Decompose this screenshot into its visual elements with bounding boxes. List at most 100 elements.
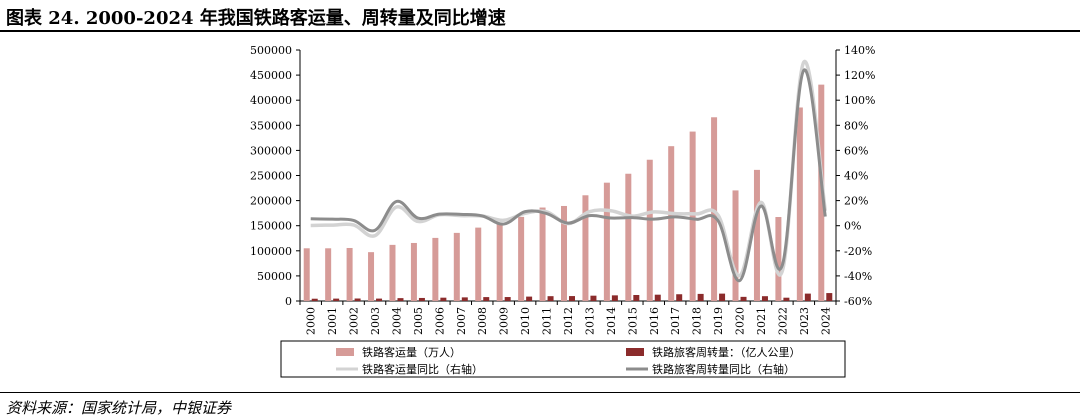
bar-passengers (796, 107, 803, 301)
legend-box (280, 340, 846, 378)
x-tick-label: 2006 (433, 307, 446, 335)
bar-passengers (410, 242, 417, 301)
bar-passengers (732, 190, 739, 301)
bar-passengers (346, 247, 353, 301)
legend-label: 铁路客运量（万人） (362, 345, 461, 359)
x-tick-label: 2015 (626, 307, 639, 335)
bar-passengers (389, 244, 396, 301)
x-tick-label: 2023 (798, 307, 811, 335)
x-tick-label: 2021 (755, 307, 768, 335)
source-note: 资料来源：国家统计局，中银证券 (6, 399, 232, 417)
bar-passengers (646, 159, 653, 301)
left-tick-label: 0 (285, 295, 292, 308)
left-tick-label: 250000 (250, 170, 292, 183)
right-tick-label: -40% (844, 270, 872, 283)
x-tick-label: 2009 (498, 307, 511, 335)
x-tick-label: 2008 (476, 307, 489, 335)
legend-swatch (336, 348, 354, 356)
bar-turnover (676, 294, 683, 301)
left-tick-label: 150000 (250, 220, 292, 233)
bar-turnover (740, 296, 747, 301)
x-tick-label: 2020 (734, 307, 747, 335)
legend-label: 铁路旅客周转量：（亿人公里） (652, 345, 801, 359)
figure-title: 图表 24. 2000-2024 年我国铁路客运量、周转量及同比增速 (6, 8, 506, 29)
x-tick-label: 2016 (648, 307, 661, 335)
bar-turnover (569, 296, 575, 301)
bar-passengers (496, 224, 503, 301)
chart: 0 50000 100000 150000 200000 250000 300000 3500… (250, 44, 875, 378)
x-tick-label: 2019 (712, 307, 725, 335)
bar-passengers (432, 237, 439, 301)
legend-label: 铁路旅客周转量同比（右轴） (652, 362, 795, 376)
x-tick-label: 2004 (390, 307, 403, 335)
x-tick-label: 2010 (519, 307, 532, 335)
x-tick-label: 2012 (562, 307, 575, 335)
line-passengers-yoy (310, 60, 828, 278)
right-tick-label: -20% (844, 245, 872, 258)
x-tick-label: 2024 (819, 307, 832, 335)
bar-turnover (826, 293, 833, 301)
bar-passengers (753, 169, 760, 301)
bar-passengers (582, 195, 589, 301)
x-tick-label: 2001 (326, 307, 339, 335)
bar-passengers (475, 227, 482, 301)
right-tick-label: 100% (844, 94, 875, 107)
right-tick-label: -60% (844, 295, 872, 308)
bar-passengers (561, 205, 567, 301)
x-tick-label: 2017 (669, 307, 682, 335)
left-tick-label: 300000 (250, 144, 292, 157)
left-tick-label: 50000 (257, 270, 292, 283)
bar-turnover (397, 298, 404, 301)
right-tick-label: 0% (844, 220, 861, 233)
x-tick-label: 2014 (605, 307, 618, 335)
bar-passengers (303, 248, 310, 301)
right-tick-label: 60% (844, 144, 868, 157)
bar-passengers (539, 207, 546, 301)
left-tick-label: 350000 (250, 119, 292, 132)
bar-turnover (761, 296, 768, 301)
title-rule (0, 30, 1080, 32)
x-tick-label: 2003 (369, 307, 382, 335)
left-tick-label: 500000 (250, 44, 292, 57)
x-tick-label: 2022 (776, 307, 789, 335)
bar-passengers (689, 131, 696, 301)
bar-passengers (625, 173, 632, 301)
bar-turnover (633, 294, 640, 301)
bar-passengers (518, 216, 525, 301)
bar-turnover (547, 296, 554, 301)
bar-turnover (590, 295, 597, 301)
bar-turnover (440, 297, 447, 301)
bar-passengers (453, 232, 460, 301)
bar-turnover (418, 297, 425, 301)
x-tick-label: 2000 (305, 307, 318, 335)
bar-turnover (804, 293, 811, 301)
bar-passengers (325, 248, 332, 301)
right-tick-label: 20% (844, 195, 868, 208)
bar-passengers (775, 217, 782, 301)
bar-turnover (611, 295, 618, 301)
bar-turnover (504, 297, 511, 301)
right-tick-label: 120% (844, 69, 875, 82)
bar-turnover (783, 297, 790, 301)
bar-turnover (333, 298, 340, 301)
bar-turnover (719, 293, 726, 301)
bar-turnover (376, 298, 383, 301)
legend-swatch (626, 348, 644, 356)
bar-turnover (354, 298, 361, 301)
x-tick-label: 2005 (412, 307, 425, 335)
x-tick-label: 2013 (583, 307, 596, 335)
bar-passengers (368, 252, 375, 301)
x-tick-label: 2007 (455, 307, 468, 335)
left-tick-label: 100000 (250, 245, 292, 258)
bar-turnover (311, 298, 318, 301)
left-tick-label: 400000 (250, 94, 292, 107)
bar-passengers (668, 146, 675, 301)
bar-turnover (526, 296, 533, 301)
right-tick-label: 40% (844, 170, 868, 183)
legend: 铁路客运量（万人） 铁路旅客周转量：（亿人公里） 铁路客运量同比（右轴） 铁路旅客周转… (280, 340, 846, 378)
right-tick-label: 140% (844, 44, 875, 57)
plot-area: 0 50000 100000 150000 200000 250000 300000 3500… (250, 44, 875, 335)
x-tick-label: 2011 (541, 307, 554, 335)
bar-turnover (654, 294, 661, 301)
bar-passengers (603, 182, 610, 301)
